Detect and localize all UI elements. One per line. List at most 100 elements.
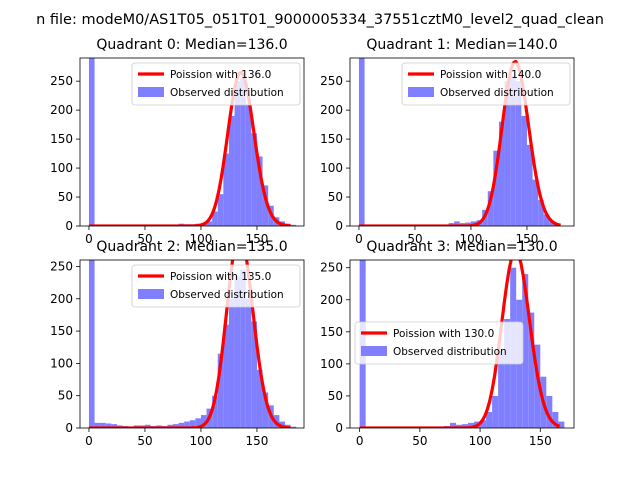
legend-hist-label: Observed distribution xyxy=(170,87,284,99)
histogram-bar xyxy=(510,75,516,226)
histogram-bar xyxy=(234,276,241,428)
histogram-bar xyxy=(358,58,365,226)
x-tick-label: 100 xyxy=(469,434,492,448)
y-tick-label: 50 xyxy=(328,389,343,403)
histogram-bar xyxy=(515,81,522,226)
quadrant-2-plot: Quadrant 2: Median=135.0 0 50 100 150 0 50 100… xyxy=(50,239,305,448)
legend-hist-label: Observed distribution xyxy=(440,87,554,99)
quadrant-1-plot: Quadrant 1: Median=140.0 0 50 100 150 0 50 100… xyxy=(320,37,575,246)
y-tick-label: 100 xyxy=(320,161,343,175)
legend-hist-label: Observed distribution xyxy=(393,346,507,358)
x-tick-label: 0 xyxy=(85,232,93,246)
histogram-bar xyxy=(498,121,505,226)
histogram-bar xyxy=(454,221,460,226)
quadrant-2-plot-area xyxy=(88,260,297,428)
histogram-bar xyxy=(94,422,101,428)
histogram-bar xyxy=(504,318,511,428)
histogram-bar xyxy=(558,421,565,428)
histogram-bar xyxy=(468,422,475,428)
histogram-bar xyxy=(105,423,112,428)
legend: Poission with 136.0 Observed distribution xyxy=(131,62,301,106)
x-tick-label: 0 xyxy=(85,434,93,448)
histogram-bar xyxy=(167,424,173,428)
x-tick-label: 100 xyxy=(460,232,483,246)
histogram-bar xyxy=(549,221,555,226)
histogram-bar xyxy=(279,421,285,428)
x-tick-label: 50 xyxy=(407,232,422,246)
y-tick-label: 100 xyxy=(50,356,73,370)
histogram-bar xyxy=(256,156,263,226)
histogram-bar xyxy=(240,78,246,226)
y-tick-label: 150 xyxy=(320,132,343,146)
histogram-bar xyxy=(552,411,559,428)
histogram-bar xyxy=(88,58,95,226)
histogram-bar xyxy=(290,224,297,226)
histogram-bar xyxy=(206,221,213,226)
histogram-bar xyxy=(480,420,487,428)
axes-frame xyxy=(349,259,575,429)
quadrant-3-plot: Quadrant 3: Median=130.0 0 50 100 150 0 50 100… xyxy=(320,239,575,448)
legend-hist-swatch xyxy=(138,87,164,97)
quadrant-3-title: Quadrant 3: Median=130.0 xyxy=(366,239,557,255)
quadrant-1-title: Quadrant 1: Median=140.0 xyxy=(366,37,557,53)
x-tick-label: 50 xyxy=(137,434,152,448)
histogram-bar xyxy=(290,426,297,428)
histogram-bar xyxy=(217,194,224,226)
histogram-bar xyxy=(532,179,539,226)
y-tick-label: 50 xyxy=(328,190,343,204)
x-tick-label: 100 xyxy=(190,434,213,448)
histogram-bar xyxy=(526,144,533,226)
y-tick-label: 250 xyxy=(50,259,73,273)
x-tick-label: 150 xyxy=(529,434,552,448)
x-tick-label: 0 xyxy=(356,434,364,448)
histogram-bar xyxy=(486,411,493,428)
histogram-bar xyxy=(184,421,190,428)
histogram-bar xyxy=(223,153,229,226)
histogram-bar xyxy=(100,422,106,428)
axes-frame xyxy=(79,57,305,227)
y-tick-label: 150 xyxy=(320,325,343,339)
axes-frame xyxy=(349,57,575,227)
y-tick-label: 200 xyxy=(320,103,343,117)
histogram-bar xyxy=(172,424,179,428)
histogram-bar xyxy=(546,395,553,428)
x-tick-label: 150 xyxy=(246,434,269,448)
legend-curve-label: Poission with 136.0 xyxy=(170,69,271,81)
y-tick-label: 50 xyxy=(58,190,73,204)
histogram-bar xyxy=(493,150,499,226)
legend-curve-label: Poission with 135.0 xyxy=(170,271,271,283)
legend-hist-swatch xyxy=(408,87,434,97)
y-tick-label: 250 xyxy=(320,261,343,275)
y-tick-label: 0 xyxy=(65,421,73,435)
histogram-bar xyxy=(234,81,241,226)
legend-hist-label: Observed distribution xyxy=(170,289,284,301)
histogram-bar xyxy=(111,424,117,428)
histogram-bar xyxy=(228,298,235,428)
histogram-bar xyxy=(223,324,229,428)
histogram-bar xyxy=(449,422,456,428)
quadrant-0-title: Quadrant 0: Median=136.0 xyxy=(96,37,287,53)
histogram-bar xyxy=(492,395,499,428)
histogram-bar xyxy=(217,353,224,428)
histogram-bar xyxy=(504,81,511,226)
histogram-bar xyxy=(144,424,151,428)
x-tick-label: 0 xyxy=(355,232,363,246)
histogram-bar xyxy=(189,420,196,428)
histogram-bar xyxy=(256,369,263,428)
histogram-bar xyxy=(228,115,235,226)
legend-curve-label: Poission with 140.0 xyxy=(440,69,541,81)
histogram-bar xyxy=(543,214,550,226)
axes-frame xyxy=(79,259,305,429)
y-tick-label: 250 xyxy=(320,74,343,88)
x-tick-label: 50 xyxy=(137,232,152,246)
x-tick-label: 50 xyxy=(412,434,427,448)
histogram-bar xyxy=(88,260,95,428)
y-tick-label: 200 xyxy=(50,103,73,117)
y-tick-label: 0 xyxy=(65,219,73,233)
histogram-bar xyxy=(212,211,218,226)
histogram-bar xyxy=(251,133,257,226)
histogram-bar xyxy=(487,191,494,226)
x-tick-label: 150 xyxy=(516,232,539,246)
quadrant-0-plot: Quadrant 0: Median=136.0 0 50 100 150 0 50 100… xyxy=(50,37,305,246)
